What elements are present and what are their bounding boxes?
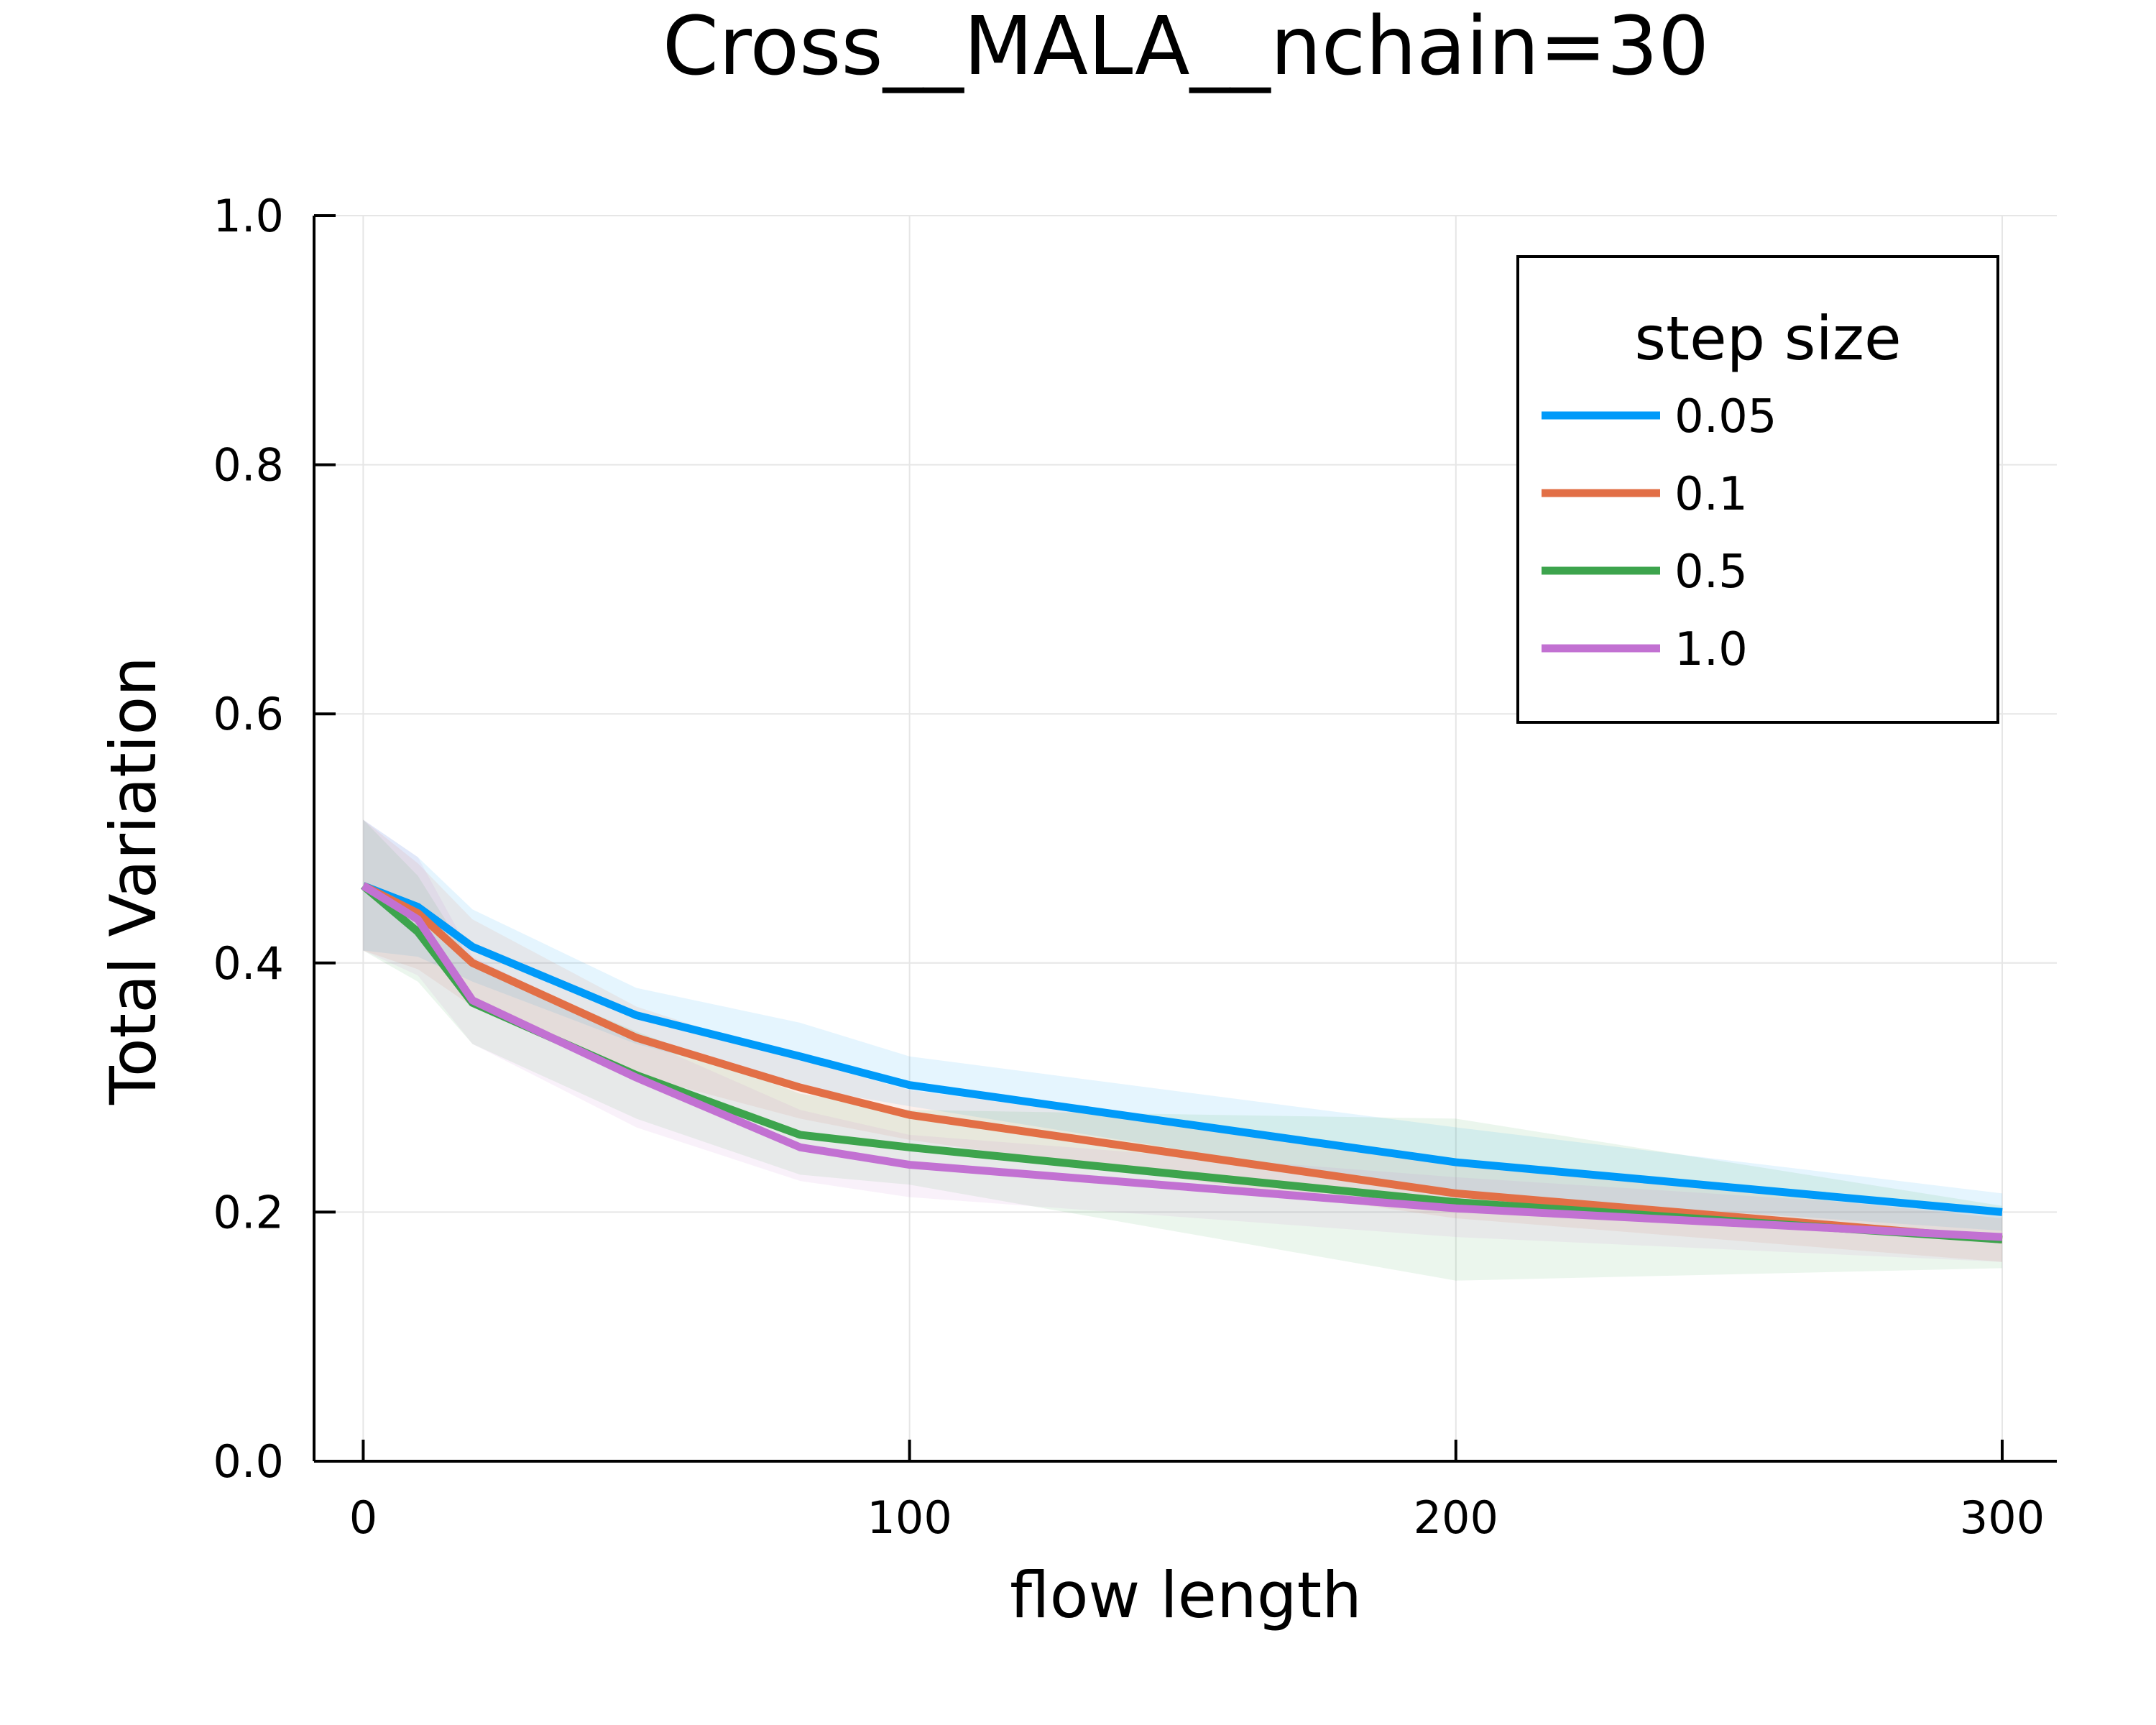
legend-entries: 0.05 0.1 0.5 1.0: [1542, 390, 1777, 676]
legend-title: step size: [1634, 303, 1901, 374]
x-tick-label: 300: [1960, 1491, 2045, 1544]
legend-label-0.5: 0.5: [1674, 546, 1748, 599]
series-line-0.5: [360, 883, 2003, 1244]
tick-labels: 0 100 200 300 0.0 0.2 0.4 0.6 0.8 1.0: [213, 190, 2045, 1544]
series-line-0.1: [361, 882, 2003, 1244]
y-tick-label: 0.2: [213, 1186, 284, 1238]
legend-label-0.05: 0.05: [1674, 390, 1777, 443]
axes: [313, 214, 2057, 1463]
series-line-1.0: [361, 882, 2003, 1241]
x-tick-label: 100: [867, 1491, 952, 1544]
y-tick-label: 0.8: [213, 439, 284, 492]
band-0.5: [363, 819, 2002, 1281]
band-1.0: [363, 819, 2002, 1262]
series-lines: [360, 882, 2003, 1244]
y-tick-label: 0.4: [213, 937, 284, 990]
legend-label-0.1: 0.1: [1674, 468, 1748, 521]
y-axis-label: Total Variation: [96, 656, 170, 1105]
chart-title: Cross__MALA__nchain=30: [663, 0, 1710, 93]
x-axis-label: flow length: [1010, 1558, 1362, 1632]
x-tick-label: 0: [349, 1491, 377, 1544]
legend: step size 0.05 0.1 0.5 1.0: [1516, 255, 1999, 724]
y-tick-label: 1.0: [213, 190, 284, 242]
x-tick-label: 200: [1414, 1491, 1498, 1544]
series-line-0.05: [361, 882, 2003, 1216]
legend-label-1.0: 1.0: [1674, 623, 1748, 676]
y-tick-label: 0.0: [213, 1435, 284, 1488]
y-tick-label: 0.6: [213, 688, 284, 740]
